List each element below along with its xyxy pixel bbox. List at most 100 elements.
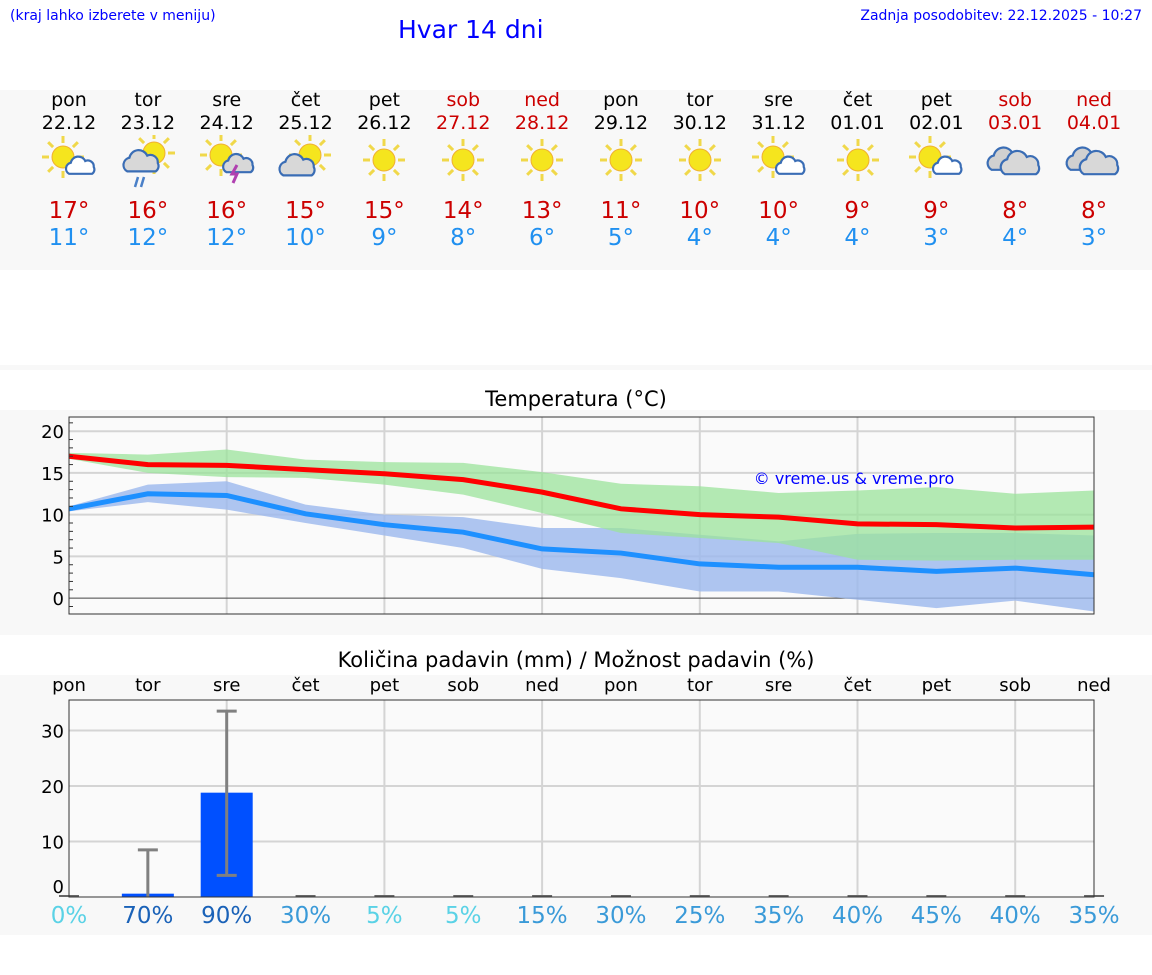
precipitation-plot-frame: [68, 699, 1095, 898]
precipitation-probability: 30%: [279, 903, 332, 929]
weather-sun-cloud-icon: [276, 134, 336, 185]
max-temperature: 11°: [600, 198, 642, 224]
day-date: 02.01: [909, 112, 964, 134]
precipitation-probability: 5%: [445, 903, 482, 929]
min-temperature: 4°: [765, 225, 792, 251]
day-name: sob: [998, 89, 1032, 111]
precipitation-day-label: čet: [843, 675, 872, 696]
max-temperature: 17°: [48, 198, 90, 224]
temperature-y-tick: 5: [53, 547, 64, 568]
precipitation-y-tick: 0: [53, 877, 64, 898]
precipitation-day-label: sob: [447, 675, 480, 696]
min-temperature: 10°: [285, 225, 326, 251]
day-name: pet: [920, 89, 952, 111]
weather-sun-small-cloud-icon: [749, 135, 809, 185]
precipitation-day-label: tor: [135, 675, 161, 696]
day-date: 30.12: [672, 112, 727, 134]
weather-sun-cloud-thunder-icon: [197, 134, 257, 185]
min-temperature: 4°: [844, 225, 871, 251]
day-name: pon: [603, 89, 639, 111]
precipitation-day-label: pet: [921, 675, 952, 696]
precipitation-day-label: sre: [212, 675, 241, 696]
precipitation-probability: 5%: [366, 903, 403, 929]
precipitation-day-label: pon: [604, 675, 638, 696]
min-temperature: 8°: [450, 225, 477, 251]
max-temperature: 14°: [442, 198, 484, 224]
day-date: 31.12: [751, 112, 806, 134]
min-temperature: 9°: [371, 225, 398, 251]
precipitation-day-label: čet: [291, 675, 320, 696]
day-date: 27.12: [436, 112, 491, 134]
temperature-y-tick: 10: [41, 506, 64, 527]
precipitation-probability: 15%: [516, 903, 568, 929]
weather-sun-small-cloud-icon: [39, 135, 99, 185]
forecast-panel: [0, 90, 1152, 270]
weather-sun-icon: [512, 135, 572, 185]
day-name: tor: [686, 89, 714, 111]
weather-sun-small-cloud-icon: [906, 135, 966, 185]
day-date: 28.12: [514, 112, 570, 134]
precipitation-y-tick: 30: [41, 722, 64, 743]
precipitation-probability: 70%: [122, 903, 174, 929]
day-name: sob: [446, 89, 481, 111]
weather-sun-icon: [354, 135, 414, 185]
temperature-y-tick: 0: [53, 589, 64, 610]
max-temperature: 8°: [1002, 198, 1029, 224]
min-temperature: 3°: [1080, 225, 1108, 251]
precipitation-probability: 25%: [674, 903, 726, 929]
precipitation-probability: 40%: [831, 903, 884, 929]
day-name: sre: [212, 89, 242, 111]
weather-sun-icon: [433, 135, 493, 185]
day-name: ned: [1076, 89, 1112, 111]
location-hint: (kraj lahko izberete v meniju): [10, 8, 216, 24]
weather-sun-cloud-rain-icon: [118, 132, 178, 188]
precipitation-y-tick: 10: [41, 833, 64, 854]
weather-sun-icon: [828, 135, 888, 185]
precipitation-day-label: tor: [687, 675, 713, 696]
precipitation-probability: 90%: [201, 903, 253, 929]
day-date: 26.12: [357, 112, 412, 134]
last-updated: Zadnja posodobitev: 22.12.2025 - 10:27: [860, 8, 1142, 24]
min-temperature: 5°: [607, 225, 634, 251]
min-temperature: 4°: [1002, 225, 1029, 251]
watermark: © vreme.us & vreme.pro: [754, 469, 955, 488]
precipitation-probability: 40%: [989, 903, 1041, 929]
max-range-band: [69, 449, 1095, 561]
max-temperature: 16°: [206, 198, 248, 224]
day-name: pet: [368, 89, 400, 111]
precipitation-probability: 0%: [50, 903, 88, 929]
precipitation-day-label: pet: [369, 675, 400, 696]
precipitation-probability: 35%: [753, 903, 805, 929]
min-temperature: 11°: [48, 225, 90, 251]
day-date: 24.12: [199, 112, 254, 134]
precipitation-probability: 45%: [910, 903, 962, 929]
precipitation-day-label: ned: [1077, 675, 1111, 696]
divider: [0, 365, 1152, 370]
max-temperature: 8°: [1080, 198, 1108, 224]
day-name: čet: [842, 89, 873, 111]
min-temperature-line: [68, 491, 1095, 578]
day-name: čet: [290, 89, 321, 111]
day-date: 22.12: [41, 112, 97, 134]
page-title: Hvar 14 dni: [398, 15, 544, 44]
max-temperature: 16°: [127, 198, 169, 224]
min-temperature: 12°: [127, 225, 169, 251]
day-name: sre: [764, 89, 794, 111]
precipitation-probability: 30%: [595, 903, 647, 929]
min-range-band: [69, 481, 1095, 612]
max-temperature-line: [68, 453, 1095, 531]
weather-clouds-icon: [985, 135, 1045, 185]
temperature-y-tick: 15: [41, 464, 64, 485]
day-date: 01.01: [830, 112, 885, 134]
max-temperature: 10°: [679, 198, 721, 224]
day-name: ned: [524, 89, 560, 111]
max-temperature: 9°: [844, 198, 871, 224]
day-name: pon: [51, 89, 87, 111]
precipitation-day-label: sre: [764, 675, 793, 696]
min-temperature: 12°: [206, 225, 248, 251]
weather-sun-icon: [670, 135, 730, 185]
max-temperature: 13°: [521, 198, 563, 224]
precipitation-day-label: ned: [525, 675, 560, 696]
temperature-chart-title: Temperatura (°C): [485, 387, 667, 411]
